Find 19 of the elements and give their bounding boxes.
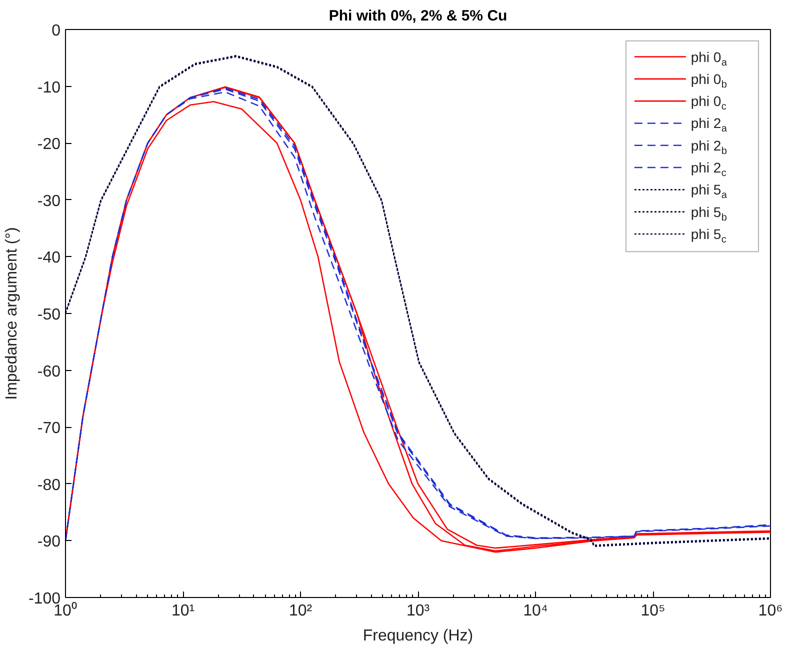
x-tick-label: 10⁵ <box>640 602 666 620</box>
y-tick-label: -30 <box>37 192 61 210</box>
x-tick-label: 10³ <box>406 602 430 620</box>
y-tick-label: -60 <box>37 363 61 380</box>
y-tick-label: 0 <box>52 22 61 40</box>
y-tick-label: -10 <box>37 79 61 96</box>
x-tick-label: 10⁴ <box>523 602 548 620</box>
x-axis-title: Frequency (Hz) <box>362 628 474 644</box>
y-tick-label: -80 <box>37 476 61 494</box>
y-tick-label: -20 <box>37 136 61 154</box>
y-axis-title: Impedance argument (°) <box>3 227 20 400</box>
y-tick-label: -90 <box>37 534 61 551</box>
y-tick-label: -50 <box>37 306 61 324</box>
y-tick-label: -40 <box>37 250 61 267</box>
x-tick-label: 10⁶ <box>758 602 783 620</box>
x-tick-label: 10¹ <box>171 602 195 620</box>
x-tick-label: 10² <box>288 602 313 620</box>
y-tick-label: -70 <box>37 420 61 438</box>
chart-title: Phi with 0%, 2% & 5% Cu <box>328 8 508 24</box>
